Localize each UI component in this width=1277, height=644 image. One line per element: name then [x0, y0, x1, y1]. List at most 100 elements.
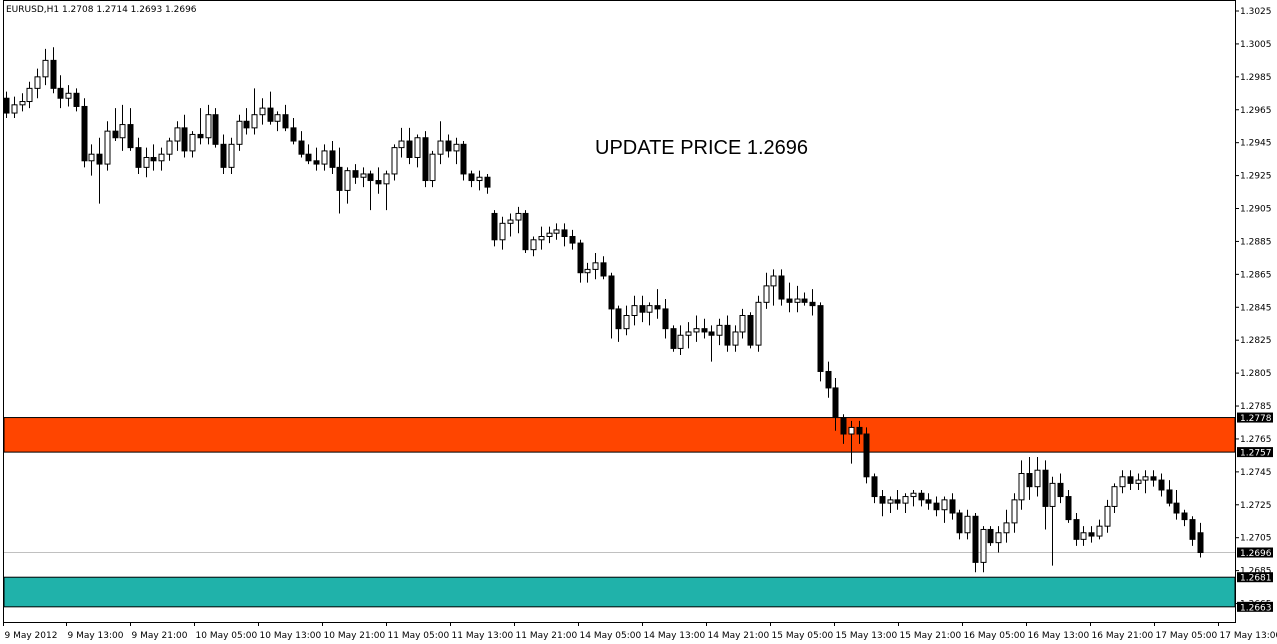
candle-body	[933, 502, 940, 511]
candle	[360, 167, 367, 188]
candle	[530, 236, 537, 257]
candle-body	[329, 150, 336, 168]
candle	[19, 93, 26, 112]
candle	[832, 378, 839, 431]
candle-body	[212, 114, 219, 145]
candle-body	[1142, 476, 1149, 481]
candle	[1127, 470, 1134, 490]
candle	[484, 173, 491, 194]
candle-body	[1065, 496, 1072, 521]
candle	[251, 88, 258, 135]
candle-body	[1049, 482, 1056, 507]
candle-body	[546, 232, 553, 237]
candle	[608, 272, 615, 339]
candle-body	[1173, 502, 1180, 514]
candle	[941, 496, 948, 523]
candle-body	[414, 137, 421, 158]
candle-body	[995, 532, 1002, 544]
candle-body	[553, 229, 560, 234]
x-tick-label: 15 May 13:00	[836, 631, 898, 641]
candle-body	[321, 150, 328, 165]
candle-body	[383, 173, 390, 185]
candle	[755, 295, 762, 352]
candle-body	[143, 156, 150, 168]
candle-body	[81, 105, 88, 162]
y-tick-label: 1.2845	[1240, 303, 1272, 313]
candle-body	[1127, 476, 1134, 484]
candle-body	[251, 114, 258, 129]
y-tick-label: 1.2925	[1240, 172, 1272, 182]
candle-body	[987, 528, 994, 544]
x-tick-label: 15 May 21:00	[900, 631, 962, 641]
candle	[491, 210, 498, 247]
candle	[1073, 513, 1080, 546]
candle	[1104, 499, 1111, 533]
x-tick-label: 10 May 21:00	[324, 631, 386, 641]
candle-body	[801, 298, 808, 303]
x-tick-label: 14 May 05:00	[580, 631, 642, 641]
candle	[902, 493, 909, 514]
candle	[57, 75, 64, 109]
candle-body	[817, 305, 824, 372]
candle	[1111, 483, 1118, 514]
support-resistance-zones	[3, 417, 1236, 608]
candle-body	[119, 124, 126, 139]
y-tick-label: 1.2885	[1240, 237, 1272, 247]
candle-body	[181, 127, 188, 152]
candle	[1049, 476, 1056, 566]
candle	[1088, 526, 1095, 543]
candle-body	[1026, 473, 1033, 488]
candle-body	[786, 298, 793, 303]
candle	[468, 170, 475, 188]
y-tick-label: 1.2905	[1240, 205, 1272, 215]
candle	[96, 137, 103, 204]
candle	[34, 68, 41, 99]
zone-1	[3, 417, 1236, 453]
candle-body	[406, 140, 413, 158]
candle	[522, 210, 529, 253]
candle	[646, 302, 653, 326]
candle	[313, 147, 320, 171]
candle-body	[654, 305, 661, 310]
candle-body	[259, 107, 266, 116]
y-tick-label: 1.2865	[1240, 270, 1272, 280]
candle-body	[631, 305, 638, 317]
candle-body	[50, 59, 57, 89]
price-label: 1.2757	[1240, 449, 1272, 459]
candle	[143, 147, 150, 178]
candle	[1181, 509, 1188, 527]
candle-body	[344, 170, 351, 191]
candle	[925, 493, 932, 510]
candle-body	[538, 235, 545, 241]
candle	[119, 104, 126, 151]
candle	[817, 302, 824, 382]
candle-body	[205, 114, 212, 139]
candle-body	[1096, 525, 1103, 537]
candle-body	[1042, 469, 1049, 507]
candle-body	[724, 324, 731, 346]
candle	[1080, 526, 1087, 546]
y-tick-label: 1.3005	[1240, 40, 1272, 50]
candle	[1065, 489, 1072, 523]
candle-body	[894, 499, 901, 504]
candle	[367, 170, 374, 211]
candle-body	[1158, 479, 1165, 491]
candle-body	[1003, 522, 1010, 534]
candle	[546, 226, 553, 244]
candle	[685, 322, 692, 349]
candle	[476, 170, 483, 191]
candle	[910, 489, 917, 507]
candle-body	[577, 242, 584, 274]
candle-body	[19, 101, 26, 106]
candle	[236, 114, 243, 151]
candle	[150, 144, 157, 171]
candle	[515, 206, 522, 234]
x-tick-label: 14 May 21:00	[708, 631, 770, 641]
candle	[1166, 480, 1173, 507]
candle	[918, 489, 925, 507]
candle	[352, 164, 359, 184]
candle-body	[964, 515, 971, 534]
candle-body	[670, 328, 677, 349]
x-tick-label: 14 May 13:00	[644, 631, 706, 641]
